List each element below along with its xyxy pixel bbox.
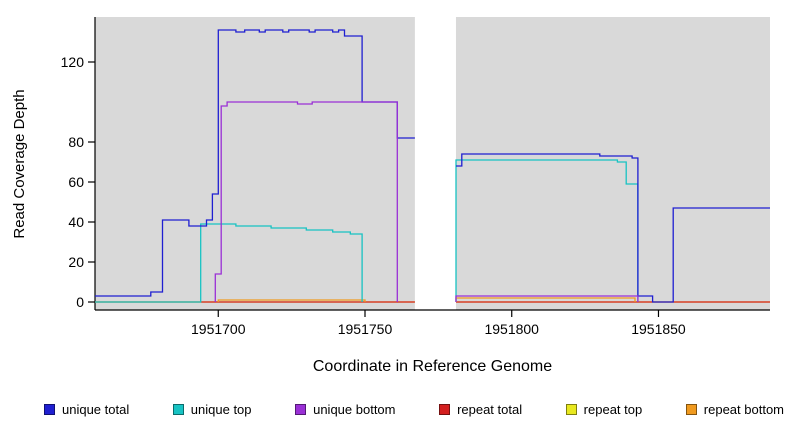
series-unique-bottom-line [214,101,398,302]
legend-swatch-unique-total [44,403,55,415]
legend-label-repeat-top: repeat top [583,401,643,417]
legend-label-unique-top: unique top [190,401,252,417]
y-axis-label: Read Coverage Depth [11,89,28,239]
legend-item-unique-total: unique total [44,402,129,417]
legend: unique total unique top unique bottom repea… [44,398,784,420]
y-tick-label: 40 [68,214,84,230]
y-tick-label: 20 [68,254,84,270]
y-tick-label: 120 [61,54,85,70]
series-unique-total-line [456,153,770,303]
x-axis-label: Coordinate in Reference Genome [312,358,553,375]
legend-swatch-unique-top [172,403,184,415]
legend-item-unique-bottom: unique bottom [295,401,396,417]
legend-swatch-repeat-top [565,403,577,415]
legend-label-repeat-bottom: repeat bottom [703,401,784,417]
legend-swatch-unique-bottom [295,403,307,415]
y-tick-label: 60 [68,174,84,190]
y-tick-label: 80 [68,134,84,150]
series-unique-top-line [455,159,639,302]
coverage-plot: 0 20 40 60 80 120 1951700 1951750 1951800 1951850 [61,17,770,337]
x-tick-label: 1951700 [191,321,246,337]
no-data-band [414,17,456,310]
y-tick-label: 0 [76,294,84,310]
x-tick-label: 1951850 [631,321,686,337]
series-unique-top-line [95,223,363,303]
legend-label-unique-total: unique total [62,401,130,417]
legend-swatch-repeat-total [439,403,451,415]
series-repeat-bottom-line [217,299,366,302]
series-unique-total-line [95,29,415,297]
series-unique-bottom-line [455,295,639,302]
x-tick-label: 1951800 [484,321,539,337]
legend-item-repeat-top: repeat top [565,401,643,417]
legend-swatch-repeat-bottom [685,403,697,415]
legend-item-unique-top: unique top [172,401,252,417]
legend-item-repeat-bottom: repeat bottom [685,401,784,417]
legend-item-repeat-total: repeat total [439,402,522,417]
x-tick-label: 1951750 [338,321,393,337]
legend-label-repeat-total: repeat total [457,401,523,417]
legend-label-unique-bottom: unique bottom [313,401,396,417]
